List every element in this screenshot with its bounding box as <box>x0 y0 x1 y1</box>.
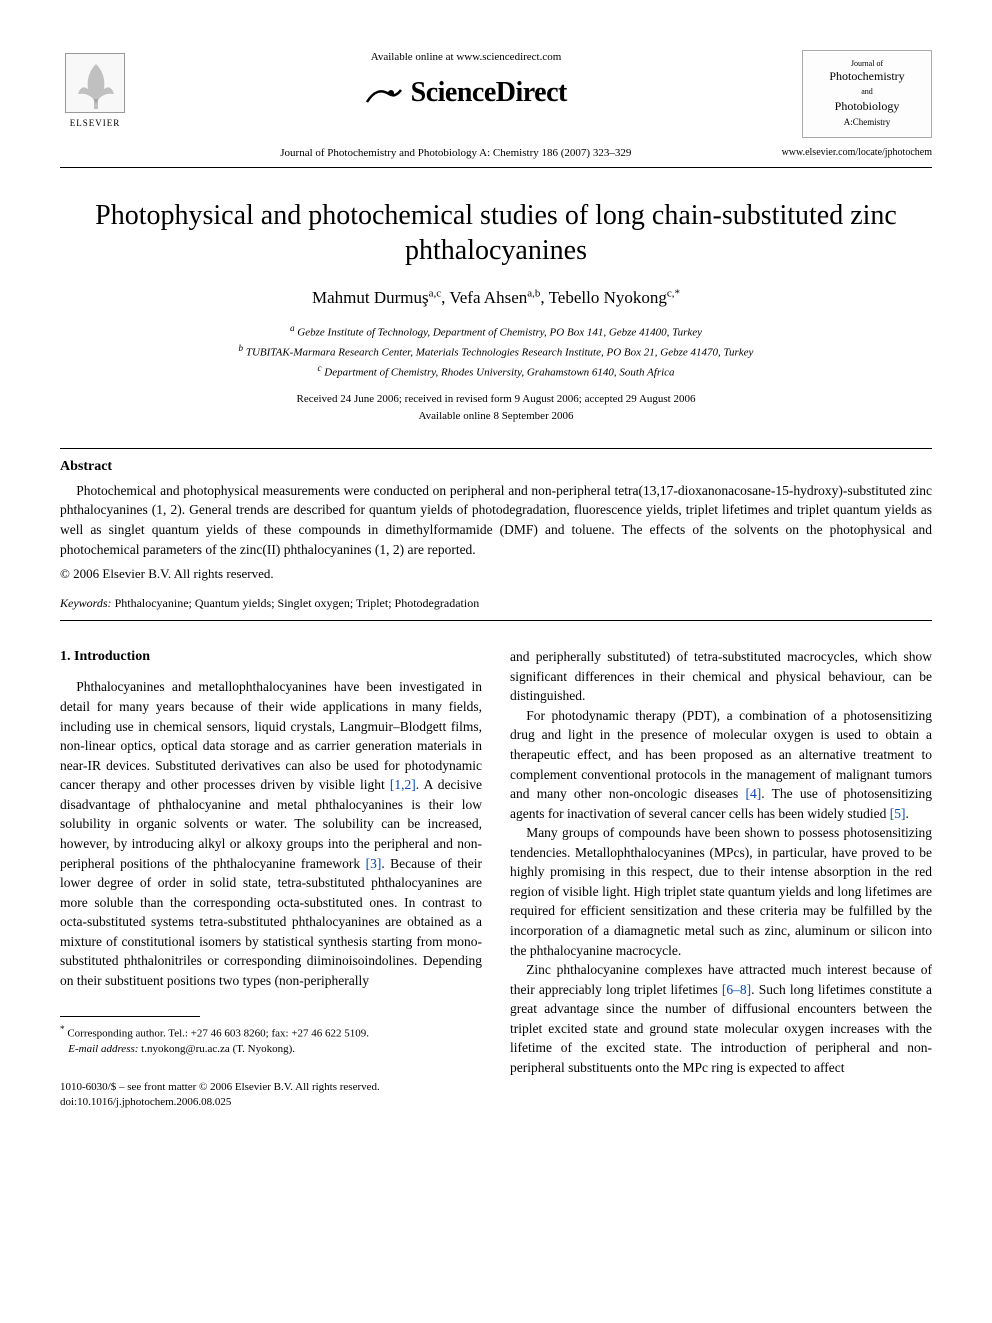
journal-cover-thumbnail: Journal of Photochemistry and Photobiolo… <box>802 50 932 138</box>
intro-para-4: Zinc phthalocyanine complexes have attra… <box>510 960 932 1077</box>
sciencedirect-swoosh-icon <box>365 82 403 115</box>
p1a: Phthalocyanines and metallophthalocyanin… <box>60 679 482 792</box>
abstract-copyright: © 2006 Elsevier B.V. All rights reserved… <box>60 565 932 583</box>
aff-sup-a: a <box>290 323 295 333</box>
abstract-body: Photochemical and photophysical measurem… <box>60 481 932 559</box>
author-2: Vefa Ahsen <box>449 288 527 307</box>
aff-a-text: Gebze Institute of Technology, Departmen… <box>297 327 702 339</box>
cover-subtitle: A:Chemistry <box>809 117 925 129</box>
aff-sup-c: c <box>317 363 321 373</box>
body-columns: 1. Introduction Phthalocyanines and meta… <box>60 647 932 1111</box>
author-list: Mahmut Durmuşa,c, Vefa Ahsena,b, Tebello… <box>60 286 932 310</box>
author-1: Mahmut Durmuş <box>312 288 429 307</box>
elsevier-label: ELSEVIER <box>70 117 121 130</box>
left-column: 1. Introduction Phthalocyanines and meta… <box>60 647 482 1111</box>
ref-link-6-8[interactable]: [6–8] <box>722 982 751 997</box>
email-who: (T. Nyokong). <box>233 1043 295 1055</box>
email-label: E-mail address: <box>68 1043 138 1055</box>
sciencedirect-logo: ScienceDirect <box>130 73 802 114</box>
footnote-corr-text: Corresponding author. Tel.: +27 46 603 8… <box>67 1028 369 1040</box>
cover-and: and <box>809 87 925 97</box>
intro-para-1-cont: and peripherally substituted) of tetra-s… <box>510 647 932 706</box>
footnote-email-line: E-mail address: t.nyokong@ru.ac.za (T. N… <box>60 1042 482 1057</box>
affiliation-list: a Gebze Institute of Technology, Departm… <box>60 322 932 381</box>
cover-title-line1: Photochemistry <box>809 69 925 85</box>
corresponding-email[interactable]: t.nyokong@ru.ac.za <box>141 1043 230 1055</box>
dates-line2: Available online 8 September 2006 <box>60 408 932 425</box>
intro-heading: 1. Introduction <box>60 647 482 667</box>
article-title: Photophysical and photochemical studies … <box>60 198 932 268</box>
affiliation-a: a Gebze Institute of Technology, Departm… <box>60 322 932 341</box>
aff-c-text: Department of Chemistry, Rhodes Universi… <box>324 367 674 379</box>
footer-doi: doi:10.1016/j.jphotochem.2006.08.025 <box>60 1095 482 1110</box>
ref-link-3[interactable]: [3] <box>366 856 382 871</box>
elsevier-logo: ELSEVIER <box>60 50 130 130</box>
dates-line1: Received 24 June 2006; received in revis… <box>60 391 932 408</box>
ref-link-1-2[interactable]: [1,2] <box>390 777 416 792</box>
keywords-line: Keywords: Phthalocyanine; Quantum yields… <box>60 595 932 612</box>
abstract-heading: Abstract <box>60 457 932 477</box>
right-column: and peripherally substituted) of tetra-s… <box>510 647 932 1111</box>
ref-link-5[interactable]: [5] <box>890 806 906 821</box>
journal-reference: Journal of Photochemistry and Photobiolo… <box>130 146 782 161</box>
cover-title-line2: Photobiology <box>809 99 925 115</box>
header-rule <box>60 167 932 168</box>
footnote-corr: * Corresponding author. Tel.: +27 46 603… <box>60 1023 482 1042</box>
author-3-affiliation: c, <box>667 287 675 299</box>
p2c: . <box>905 806 908 821</box>
keywords-label: Keywords: <box>60 596 112 610</box>
footer-block: 1010-6030/$ – see front matter © 2006 El… <box>60 1080 482 1111</box>
elsevier-tree-icon <box>65 53 125 113</box>
keywords-list: Phthalocyanine; Quantum yields; Singlet … <box>115 596 480 610</box>
article-dates: Received 24 June 2006; received in revis… <box>60 391 932 424</box>
corresponding-mark: * <box>675 287 681 299</box>
author-3: Tebello Nyokong <box>549 288 667 307</box>
intro-para-1: Phthalocyanines and metallophthalocyanin… <box>60 677 482 990</box>
affiliation-c: c Department of Chemistry, Rhodes Univer… <box>60 362 932 381</box>
affiliation-b: b TUBITAK-Marmara Research Center, Mater… <box>60 342 932 361</box>
ref-link-4[interactable]: [4] <box>746 786 762 801</box>
available-online-text: Available online at www.sciencedirect.co… <box>130 50 802 65</box>
page-header: ELSEVIER Available online at www.science… <box>60 50 932 138</box>
footer-copyright: 1010-6030/$ – see front matter © 2006 El… <box>60 1080 482 1095</box>
intro-para-2: For photodynamic therapy (PDT), a combin… <box>510 706 932 823</box>
intro-para-3: Many groups of compounds have been shown… <box>510 823 932 960</box>
aff-sup-b: b <box>239 343 244 353</box>
aff-b-text: TUBITAK-Marmara Research Center, Materia… <box>246 347 754 359</box>
brand-block: Available online at www.sciencedirect.co… <box>130 50 802 114</box>
p1c: . Because of their lower degree of order… <box>60 856 482 988</box>
footnote-separator <box>60 1016 200 1017</box>
abstract-top-rule <box>60 448 932 449</box>
abstract-text: Photochemical and photophysical measurem… <box>60 483 932 557</box>
sciencedirect-text: ScienceDirect <box>411 77 567 108</box>
corresponding-author-footnote: * Corresponding author. Tel.: +27 46 603… <box>60 1023 482 1057</box>
cover-journal-of: Journal of <box>809 59 925 69</box>
journal-ref-row: Journal of Photochemistry and Photobiolo… <box>60 146 932 161</box>
abstract-bottom-rule <box>60 620 932 621</box>
author-1-affiliation: a,c <box>429 287 442 299</box>
author-2-affiliation: a,b <box>527 287 540 299</box>
journal-url: www.elsevier.com/locate/jphotochem <box>782 146 932 160</box>
